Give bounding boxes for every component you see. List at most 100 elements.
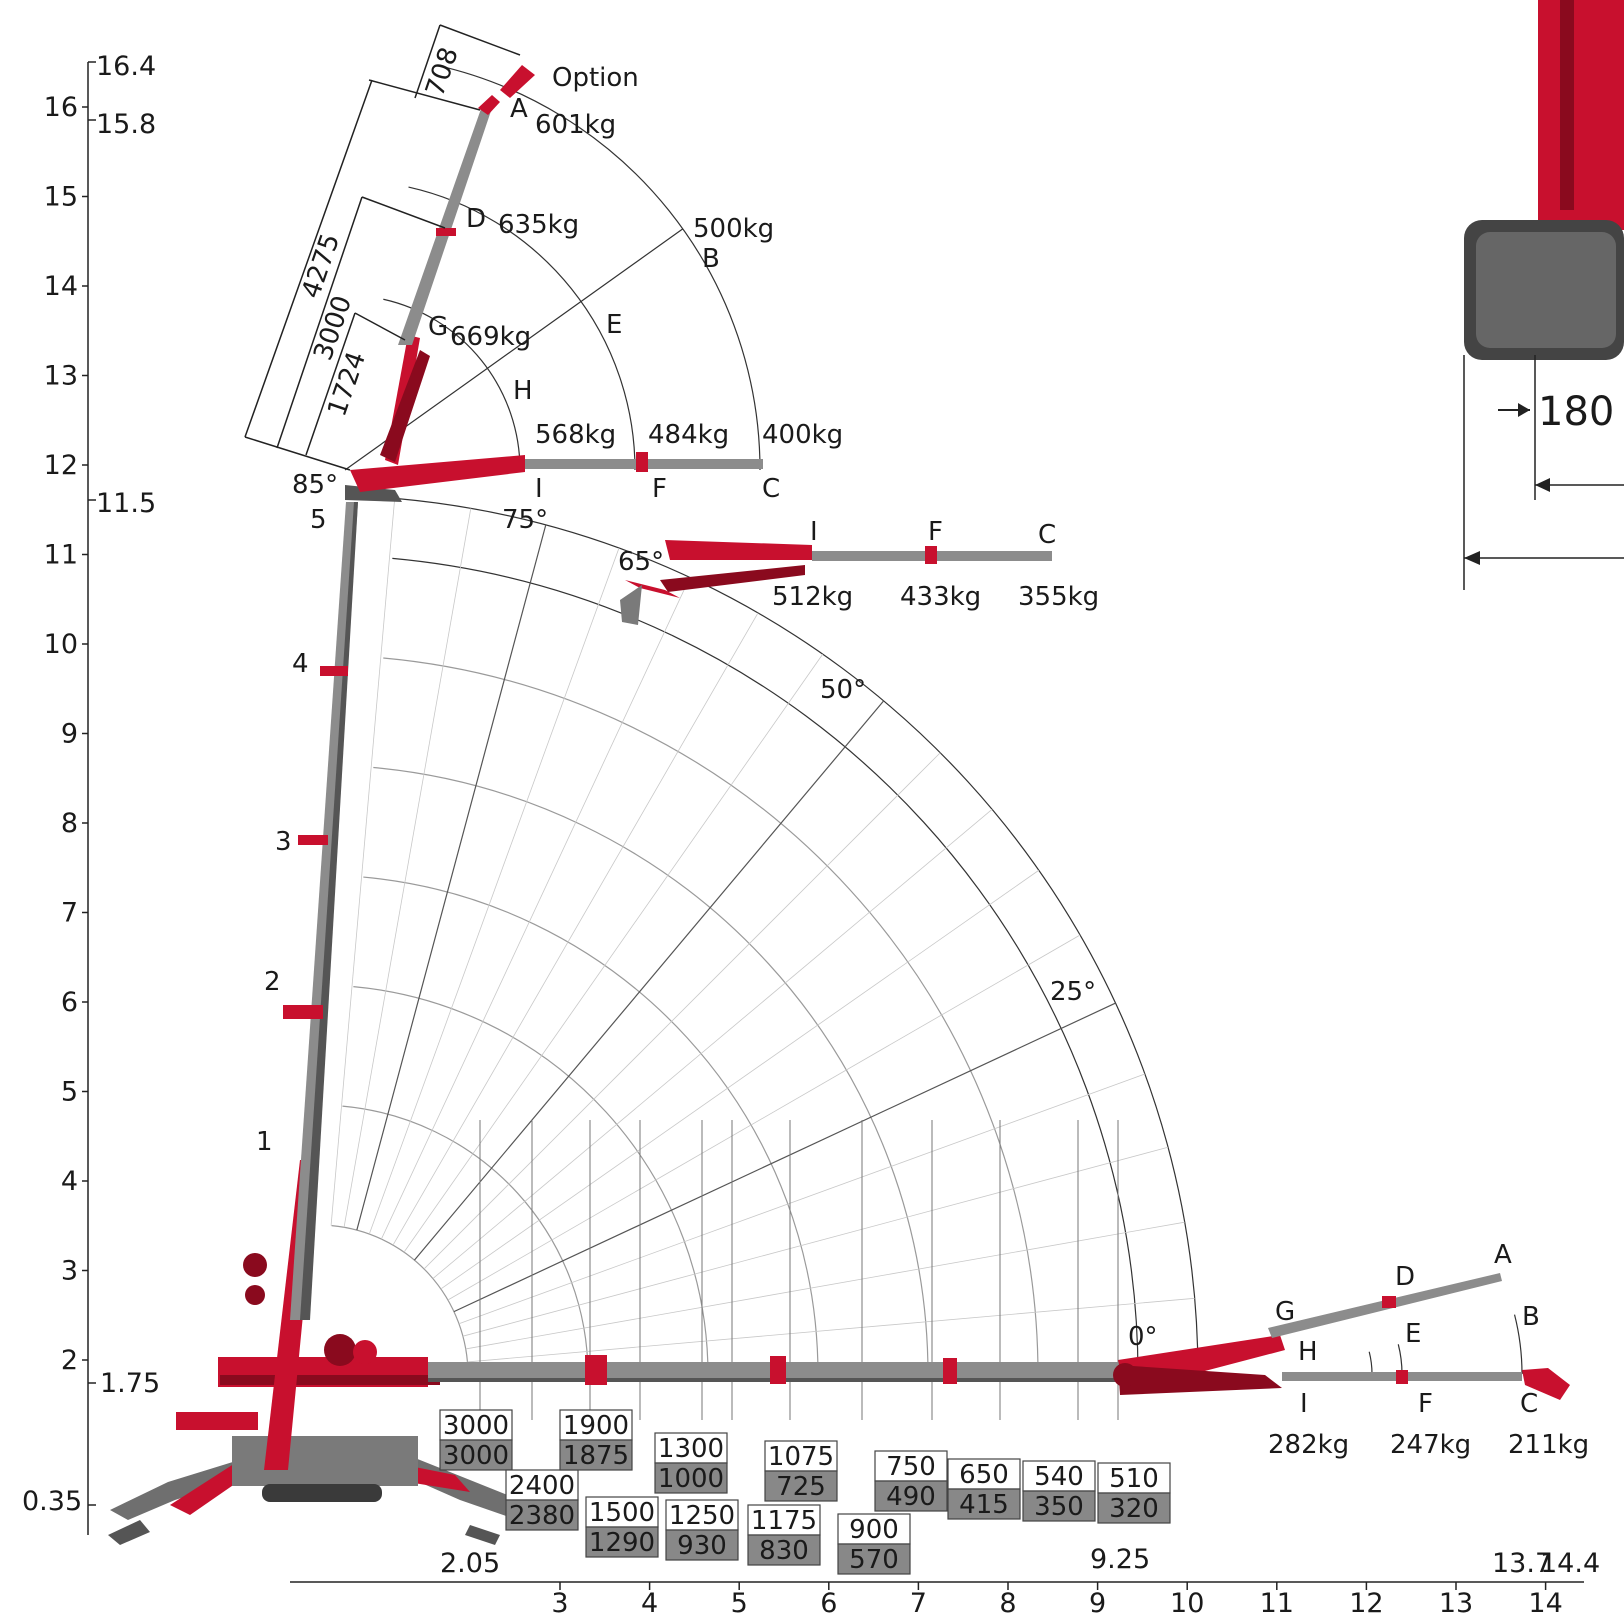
angle-50: 50° [820,675,866,705]
label-mid-C: C [1038,520,1056,550]
jib-arc [1397,1344,1403,1375]
label-low-A: A [1494,1240,1512,1270]
dim-708: 708 [420,44,465,101]
label-top-A-load: 601kg [535,110,616,140]
label-top-H: H [513,376,533,406]
envelope-radial [447,934,1081,1301]
x-tick-13: 13 [1439,1588,1473,1613]
label-top-E: E [606,310,622,340]
label-low-I: I [1300,1389,1308,1419]
label-top-I: I [535,474,543,504]
envelope-arc [353,986,709,1376]
envelope-arc [342,1105,589,1376]
envelope-radial [381,577,691,1240]
load-box-bottom: 490 [886,1482,936,1512]
envelope-radial [467,1297,1195,1363]
y-tick-15: 15 [44,182,78,213]
load-box-bottom: 725 [776,1472,826,1502]
inset-dimension-180: 180 [1538,389,1614,435]
label-top-F-load: 484kg [648,420,729,450]
y-level-1-75: 1.75 [100,1368,160,1399]
envelope-radial [330,498,396,1226]
y-tick-16: 16 [44,92,78,123]
y-tick-12: 12 [44,450,78,481]
load-box-top: 1250 [669,1501,735,1531]
load-box-top: 1500 [589,1498,655,1528]
load-box-bottom: 350 [1034,1492,1084,1522]
label-option: Option [552,63,639,93]
label-top-B-load: 500kg [693,214,774,244]
envelope-arc [392,557,1139,1376]
load-box-bottom: 3000 [443,1441,509,1471]
load-box-bottom: 2380 [509,1501,575,1531]
load-box-top: 510 [1109,1464,1159,1494]
x-level-2-05: 2.05 [440,1548,500,1579]
jib-mid-labels: I F C 512kg 433kg 355kg [772,517,1099,612]
load-box-bottom: 1000 [658,1464,724,1494]
load-box-bottom: 320 [1109,1494,1159,1524]
label-mid-C-load: 355kg [1018,582,1099,612]
label-low-B: B [1522,1302,1540,1332]
label-top-G-load: 669kg [450,322,531,352]
label-low-I-load: 282kg [1268,1430,1349,1460]
envelope-radial [413,700,885,1261]
load-box-bottom: 415 [959,1490,1009,1520]
angle-75: 75° [502,505,548,535]
envelope-arc [363,876,819,1376]
jib-mid-assembly [620,540,1052,625]
load-box-top: 2400 [509,1471,575,1501]
y-tick-10: 10 [44,629,78,660]
label-low-G: G [1275,1297,1295,1327]
label-low-F: F [1418,1389,1433,1419]
load-box-bottom: 570 [849,1545,899,1575]
x-tick-7: 7 [910,1588,927,1613]
label-low-E: E [1405,1319,1421,1349]
jib-arc [1513,1314,1523,1375]
x-tick-4: 4 [641,1588,658,1613]
envelope-radial [462,1146,1169,1337]
x-tick-12: 12 [1349,1588,1383,1613]
label-low-F-load: 247kg [1390,1430,1471,1460]
load-box-top: 1900 [563,1411,629,1441]
load-box-top: 540 [1034,1462,1084,1492]
y-tick-5: 5 [61,1077,78,1108]
section-4: 4 [292,649,309,679]
angle-65: 65° [618,547,664,577]
section-2: 2 [264,967,281,997]
load-box-bottom: 930 [677,1531,727,1561]
load-box-top: 1300 [658,1434,724,1464]
envelope-radial [458,1073,1146,1325]
load-box-top: 1175 [751,1506,817,1536]
y-level-15-8: 15.8 [96,109,156,140]
envelope-radial [440,869,1040,1290]
angle-0: 0° [1128,1322,1158,1352]
y-axis: 2 3 4 5 6 7 8 9 10 11 12 13 14 15 16 16.4 15.8 11.5 1.… [22,51,160,1535]
jib-top-assembly [345,65,763,502]
x-tick-8: 8 [999,1588,1016,1613]
inset-front-view: 180 [1463,0,1624,590]
y-tick-3: 3 [61,1256,78,1287]
label-low-C-load: 211kg [1508,1430,1589,1460]
envelope-arc [331,1225,469,1376]
x-tick-11: 11 [1260,1588,1294,1613]
label-low-H: H [1298,1337,1318,1367]
label-top-C-load: 400kg [762,420,843,450]
envelope-radial [356,524,547,1231]
envelope-radial [465,1221,1185,1350]
y-tick-9: 9 [61,719,78,750]
y-tick-8: 8 [61,808,78,839]
y-tick-14: 14 [44,271,78,302]
jib-dimension-lines [244,24,521,471]
angle-85: 85° [292,470,338,500]
y-level-16-4: 16.4 [96,51,156,82]
label-top-B: B [702,244,720,274]
section-1: 1 [256,1127,273,1157]
jib-arc [1368,1351,1373,1375]
